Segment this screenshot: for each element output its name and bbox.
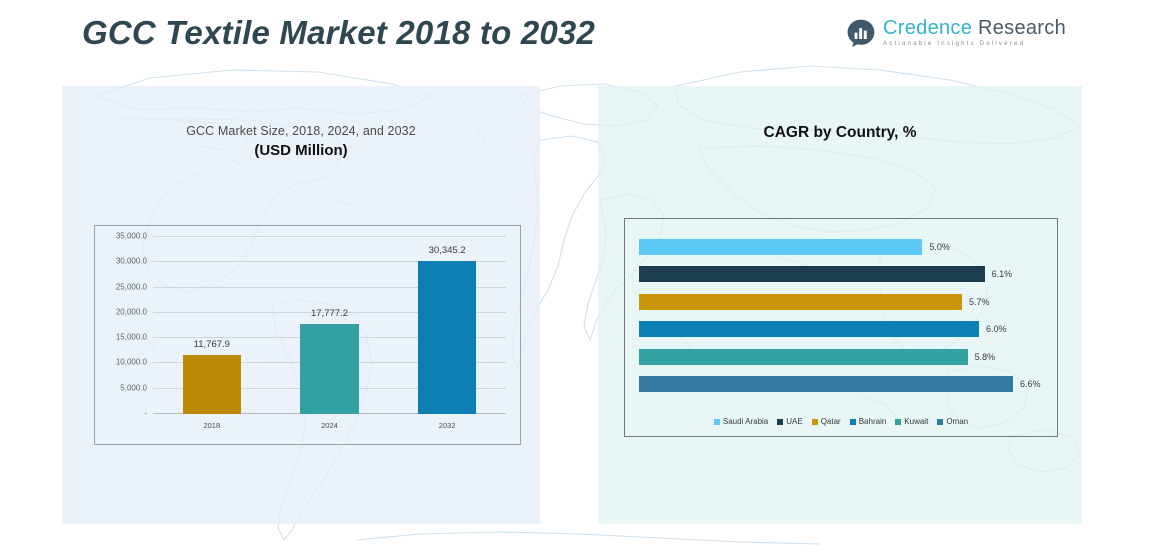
cagr-bar-row: 6.1%	[639, 266, 1047, 283]
cagr-by-country-bar-chart: 5.0% 6.1% 5.7% 6.0% 5.8% 6.6% Saudi Arabia UAE…	[624, 218, 1058, 437]
brand-name-primary: Credence	[883, 17, 973, 40]
y-axis-tick-label: 10,000.0	[115, 357, 147, 367]
cagr-legend: Saudi Arabia UAE Qatar Bahrain Kuwait Oman	[625, 417, 1057, 426]
legend-color-swatch	[937, 418, 944, 425]
legend-item[interactable]: Qatar	[811, 417, 841, 426]
y-axis-tick-label: 15,000.0	[115, 332, 147, 342]
cagr-bar[interactable]	[639, 238, 923, 255]
x-axis-category-label: 2024	[321, 421, 338, 430]
y-axis-tick-label: 5,000.0	[120, 383, 147, 393]
market-size-bar[interactable]: 17,777.2 2024	[300, 308, 359, 430]
legend-label: Saudi Arabia	[722, 417, 769, 426]
page-title: GCC Textile Market 2018 to 2032	[82, 14, 596, 51]
market-size-plot-area: - 5,000.0 10,000.0 15,000.0 20,000.0 25,000.0…	[116, 232, 506, 430]
cagr-bar[interactable]	[639, 266, 985, 283]
cagr-value-label: 5.8%	[974, 351, 996, 362]
brand-name: Credence Research	[883, 18, 1066, 38]
market-size-bar[interactable]: 30,345.2 2032	[418, 245, 477, 430]
cagr-bar-row: 5.7%	[639, 293, 1047, 310]
left-chart-title-line2: (USD Million)	[254, 142, 348, 159]
right-chart-title: CAGR by Country, %	[763, 124, 917, 141]
legend-color-swatch	[713, 418, 720, 425]
cagr-bar[interactable]	[639, 348, 968, 365]
brand-logo: Credence Research Actionable Insights De…	[846, 18, 1066, 48]
left-panel: GCC Market Size, 2018, 2024, and 2032 (U…	[62, 86, 540, 524]
bar-value-label: 17,777.2	[310, 308, 348, 320]
legend-color-swatch	[777, 418, 784, 425]
y-axis-tick-label: 20,000.0	[115, 307, 147, 317]
cagr-bar-row: 6.0%	[639, 321, 1047, 338]
cagr-bar[interactable]	[639, 376, 1013, 393]
cagr-bar-row: 5.0%	[639, 238, 1047, 255]
legend-item[interactable]: Bahrain	[849, 417, 887, 426]
legend-label: Kuwait	[904, 417, 929, 426]
left-chart-title-line1: GCC Market Size, 2018, 2024, and 2032	[186, 124, 416, 138]
legend-item[interactable]: Saudi Arabia	[713, 417, 769, 426]
cagr-value-label: 5.7%	[968, 296, 990, 307]
cagr-bar-row: 6.6%	[639, 376, 1047, 393]
y-axis-tick-label: 35,000.0	[115, 231, 147, 241]
market-size-bar-chart: - 5,000.0 10,000.0 15,000.0 20,000.0 25,000.0…	[94, 225, 521, 445]
y-axis-tick-label: 30,000.0	[115, 256, 147, 266]
bar-value-label: 30,345.2	[428, 244, 466, 256]
cagr-value-label: 6.1%	[991, 269, 1013, 280]
cagr-bar[interactable]	[639, 293, 962, 310]
cagr-bar-row: 5.8%	[639, 348, 1047, 365]
gridline: 35,000.0	[116, 232, 506, 241]
y-axis-tick-label: -	[144, 408, 147, 418]
y-axis-tick-label: 25,000.0	[115, 282, 147, 292]
legend-item[interactable]: UAE	[777, 417, 803, 426]
x-axis-category-label: 2032	[438, 421, 456, 430]
legend-color-swatch	[895, 418, 902, 425]
brand-tagline: Actionable Insights Delivered	[883, 40, 1026, 48]
x-axis-category-label: 2018	[203, 421, 221, 430]
legend-label: Bahrain	[858, 417, 887, 426]
cagr-bar[interactable]	[639, 321, 979, 338]
brand-name-secondary: Research	[978, 17, 1066, 40]
cagr-value-label: 5.0%	[929, 241, 950, 252]
legend-color-swatch	[811, 418, 818, 425]
market-size-bar[interactable]: 11,767.9 2018	[182, 339, 241, 430]
legend-label: Qatar	[820, 417, 841, 426]
cagr-plot-area: 5.0% 6.1% 5.7% 6.0% 5.8% 6.6%	[639, 233, 1047, 398]
legend-label: Oman	[946, 417, 969, 426]
cagr-value-label: 6.6%	[1020, 379, 1041, 390]
bar-value-label: 11,767.9	[193, 338, 230, 350]
legend-item[interactable]: Kuwait	[895, 417, 928, 426]
legend-color-swatch	[849, 418, 856, 425]
legend-item[interactable]: Oman	[937, 417, 968, 426]
bar-chart-speech-bubble-icon	[846, 18, 876, 48]
cagr-value-label: 6.0%	[986, 324, 1007, 335]
legend-label: UAE	[786, 417, 803, 426]
right-panel: CAGR by Country, % 5.0% 6.1% 5.7% 6.0% 5.8% 6…	[598, 86, 1082, 524]
